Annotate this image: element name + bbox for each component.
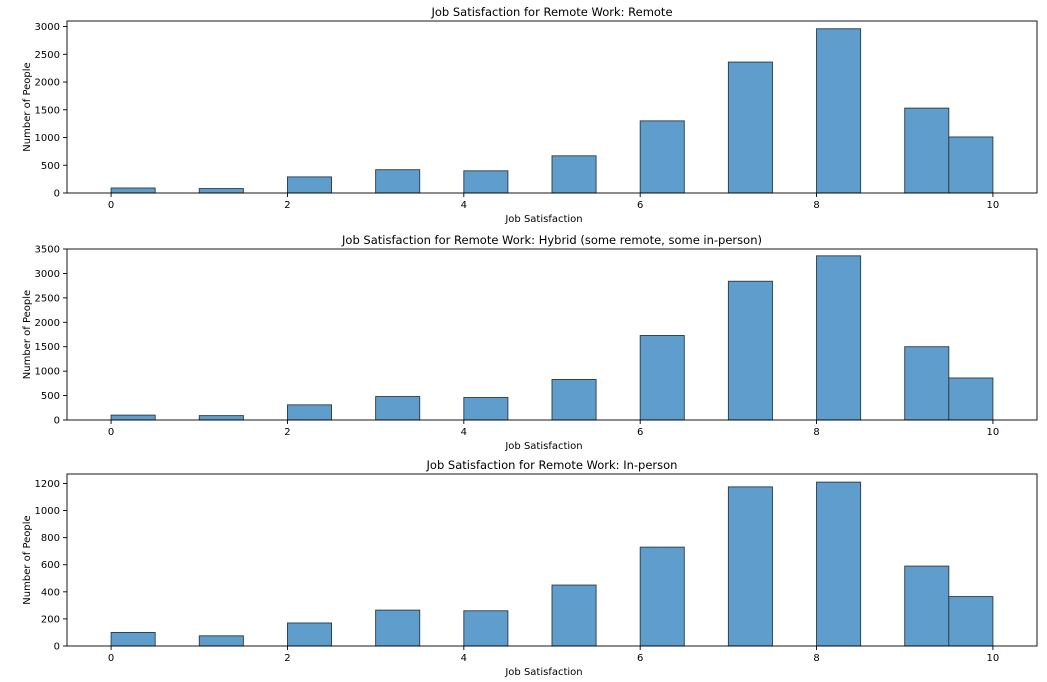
x-tick-label: 6 bbox=[637, 653, 643, 664]
histogram-bar bbox=[948, 377, 994, 421]
histogram-bar bbox=[816, 28, 862, 194]
histogram-bar bbox=[816, 481, 862, 647]
histogram-bar bbox=[198, 635, 244, 647]
histogram-bar bbox=[375, 396, 421, 421]
y-tick-label: 3000 bbox=[35, 269, 60, 280]
histogram-bar bbox=[948, 136, 994, 194]
y-tick-label: 3500 bbox=[35, 245, 60, 256]
y-tick-label: 600 bbox=[41, 560, 60, 571]
x-tick-label: 4 bbox=[461, 427, 467, 438]
y-tick-label: 1500 bbox=[35, 342, 60, 353]
y-tick-label: 2000 bbox=[35, 318, 60, 329]
x-tick-label: 2 bbox=[284, 200, 290, 211]
histogram-bar bbox=[287, 176, 332, 194]
plot-area-frame bbox=[66, 20, 1038, 194]
y-tick-label: 1000 bbox=[35, 506, 60, 517]
y-tick-label: 0 bbox=[54, 189, 60, 200]
histogram-bar bbox=[551, 155, 597, 194]
plot-area-frame bbox=[66, 473, 1038, 647]
y-axis-label: Number of People bbox=[22, 62, 33, 151]
x-tick-label: 10 bbox=[987, 653, 1000, 664]
y-tick-label: 2500 bbox=[35, 50, 60, 61]
histogram-bar bbox=[551, 584, 597, 647]
x-tick-label: 4 bbox=[461, 653, 467, 664]
x-tick-label: 8 bbox=[813, 427, 819, 438]
y-tick-label: 3000 bbox=[35, 22, 60, 33]
histogram-bar bbox=[639, 546, 685, 647]
chart-panel-1: 0 2 4 6 8 10 0 500 1000 1500 2000 2500 3000 Job Satis… bbox=[22, 5, 1038, 225]
histogram-bar bbox=[551, 378, 597, 421]
histogram-bar bbox=[198, 188, 244, 194]
y-tick-label: 2500 bbox=[35, 293, 60, 304]
histogram-bar bbox=[287, 622, 332, 647]
histogram-bar bbox=[904, 107, 950, 194]
chart-title: Job Satisfaction for Remote Work: Hybrid… bbox=[341, 233, 762, 247]
chart-panel-3: 0 2 4 6 8 10 0 200 400 600 800 1000 1200 Job Satisfac… bbox=[22, 458, 1038, 678]
x-tick-label: 10 bbox=[987, 427, 1000, 438]
histogram-bar bbox=[463, 610, 509, 647]
x-tick-label: 0 bbox=[108, 653, 114, 664]
y-tick-label: 0 bbox=[54, 416, 60, 427]
chart-title: Job Satisfaction for Remote Work: In-per… bbox=[426, 458, 678, 472]
histogram-bar bbox=[287, 404, 332, 421]
x-tick-label: 8 bbox=[813, 200, 819, 211]
x-tick-label: 0 bbox=[108, 200, 114, 211]
histogram-bar bbox=[948, 596, 994, 647]
histogram-bar bbox=[110, 632, 156, 647]
x-tick-label: 4 bbox=[461, 200, 467, 211]
histogram-bar bbox=[727, 61, 773, 194]
x-tick-label: 2 bbox=[284, 653, 290, 664]
histogram-bar bbox=[816, 255, 862, 421]
plot-area-frame bbox=[66, 248, 1038, 421]
y-tick-label: 800 bbox=[41, 533, 60, 544]
chart-panel-2: 0 2 4 6 8 10 0 500 1000 1500 2000 2500 3000 3500 Job S… bbox=[22, 233, 1038, 452]
histogram-bar bbox=[463, 397, 509, 421]
y-tick-label: 1000 bbox=[35, 133, 60, 144]
histogram-bar bbox=[110, 187, 156, 194]
y-tick-label: 1500 bbox=[35, 105, 60, 116]
y-tick-label: 0 bbox=[54, 642, 60, 653]
histogram-bar bbox=[639, 335, 685, 421]
histogram-bar bbox=[639, 120, 685, 194]
histogram-bar bbox=[904, 565, 950, 647]
histogram-bar bbox=[904, 346, 950, 421]
y-tick-label: 500 bbox=[41, 391, 60, 402]
histogram-bar bbox=[198, 415, 244, 421]
x-tick-label: 6 bbox=[637, 200, 643, 211]
x-tick-label: 8 bbox=[813, 653, 819, 664]
histogram-bar bbox=[375, 169, 421, 194]
x-axis-label: Job Satisfaction bbox=[504, 214, 582, 225]
histogram-bar bbox=[463, 170, 509, 194]
y-axis-label: Number of People bbox=[22, 290, 33, 379]
y-axis-label: Number of People bbox=[22, 515, 33, 604]
x-axis-label: Job Satisfaction bbox=[504, 441, 582, 452]
y-tick-label: 1200 bbox=[35, 479, 60, 490]
x-tick-label: 10 bbox=[987, 200, 1000, 211]
x-tick-label: 2 bbox=[284, 427, 290, 438]
x-tick-label: 0 bbox=[108, 427, 114, 438]
histogram-bar bbox=[727, 486, 773, 647]
histogram-bar bbox=[110, 414, 156, 421]
y-tick-label: 400 bbox=[41, 587, 60, 598]
y-tick-label: 2000 bbox=[35, 78, 60, 89]
histogram-bar bbox=[727, 280, 773, 421]
y-tick-label: 500 bbox=[41, 161, 60, 172]
chart-title: Job Satisfaction for Remote Work: Remote bbox=[430, 5, 672, 19]
y-tick-label: 1000 bbox=[35, 367, 60, 378]
y-tick-label: 200 bbox=[41, 614, 60, 625]
x-axis-label: Job Satisfaction bbox=[504, 667, 582, 678]
x-tick-label: 6 bbox=[637, 427, 643, 438]
histogram-bar bbox=[375, 609, 421, 647]
